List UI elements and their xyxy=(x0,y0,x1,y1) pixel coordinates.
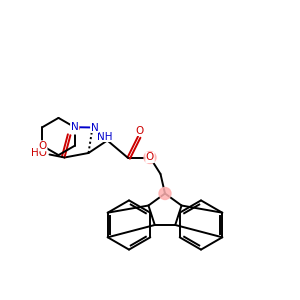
Text: NH: NH xyxy=(97,131,112,142)
Text: N: N xyxy=(71,122,79,132)
Text: O: O xyxy=(135,125,144,136)
Text: HO: HO xyxy=(31,148,47,158)
Circle shape xyxy=(159,188,171,200)
Text: N: N xyxy=(91,122,98,133)
Text: O: O xyxy=(71,124,79,134)
Circle shape xyxy=(144,152,156,164)
Text: O: O xyxy=(146,152,154,163)
Text: O: O xyxy=(38,141,46,151)
